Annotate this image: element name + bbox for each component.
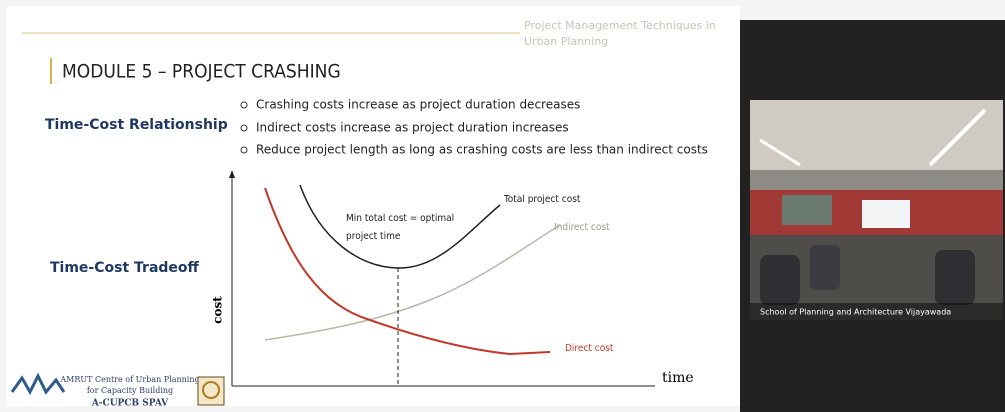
screen-projection: [862, 200, 910, 228]
bullet: [240, 101, 248, 109]
curve-label: Total project cost: [503, 194, 581, 205]
axis-label: cost: [211, 296, 225, 324]
annotation: Min total cost = optimal: [346, 213, 454, 224]
board: [782, 195, 832, 225]
bullet-text: Reduce project length as long as crashin…: [256, 143, 708, 157]
ceiling: [750, 100, 1003, 170]
curve-label: Direct cost: [565, 343, 614, 354]
curve-label: Indirect cost: [554, 222, 610, 233]
logo: [202, 381, 220, 399]
header-text: Urban Planning: [524, 35, 608, 48]
caption-bar: [750, 303, 1003, 320]
chair: [810, 245, 840, 290]
indirect-cost-curve: [264, 224, 561, 341]
section-heading: Time-Cost Relationship: [45, 117, 228, 133]
total-cost-curve: [299, 184, 501, 269]
bullet-text: Crashing costs increase as project durat…: [256, 98, 580, 112]
annotation: project time: [346, 231, 401, 242]
slide-title: MODULE 5 – PROJECT CRASHING: [62, 61, 341, 83]
video-caption: School of Planning and Architecture Vija…: [760, 308, 951, 317]
bullet: [240, 146, 248, 154]
bullet: [240, 124, 248, 132]
chair: [935, 250, 975, 305]
footer-text: AMRUT Centre of Urban Planning: [59, 375, 199, 384]
bullet-text: Indirect costs increase as project durat…: [256, 121, 569, 135]
footer-text: A-CUPCB SPAV: [91, 399, 169, 409]
footer-text: for Capacity Building: [87, 386, 173, 395]
direct-cost-curve: [264, 187, 551, 356]
axis-label: time: [662, 370, 694, 386]
axis-arrow: [229, 170, 235, 178]
light: [928, 108, 987, 167]
logo: [10, 372, 66, 396]
title-bar: [50, 58, 52, 84]
chair: [760, 255, 800, 305]
header-text: Project Management Techniques in: [524, 19, 716, 32]
light: [759, 138, 801, 167]
section-heading: Time-Cost Tradeoff: [50, 260, 200, 276]
slide: [6, 6, 740, 406]
